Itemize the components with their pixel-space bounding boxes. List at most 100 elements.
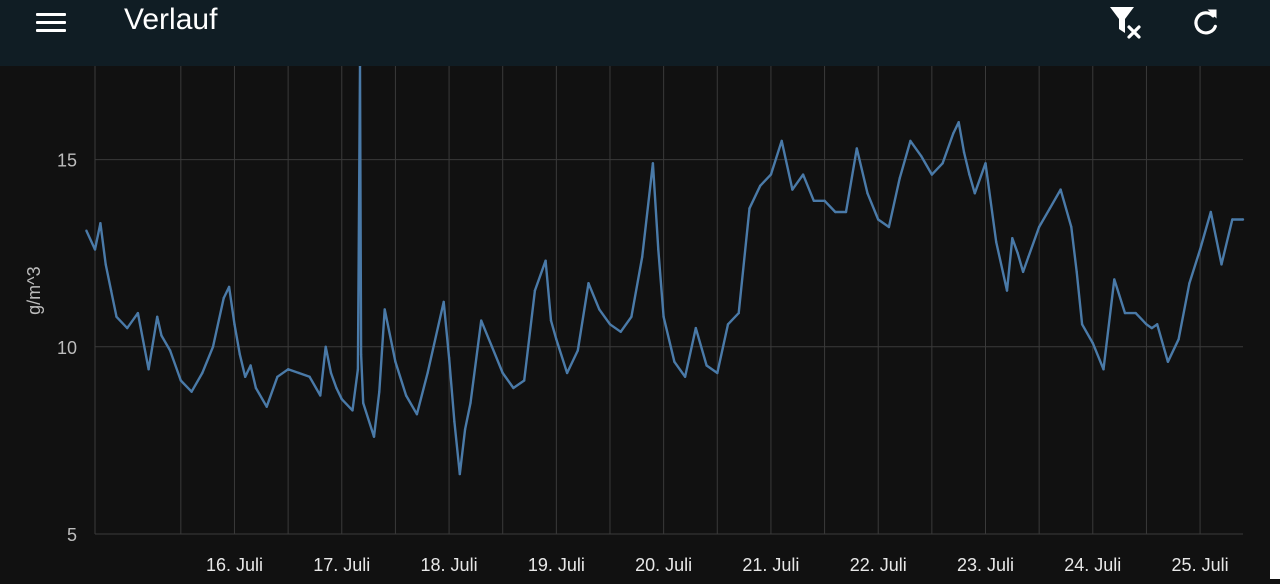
- data-point: [362, 401, 365, 405]
- data-point: [329, 371, 333, 375]
- data-point: [1113, 278, 1116, 281]
- data-point: [415, 413, 419, 416]
- data-point: [812, 199, 815, 202]
- data-point: [480, 319, 483, 322]
- data-point: [356, 368, 360, 371]
- data-point: [233, 323, 236, 326]
- menu-icon[interactable]: [36, 10, 66, 38]
- data-point: [855, 147, 858, 150]
- data-point: [1027, 255, 1030, 259]
- data-point: [447, 356, 451, 360]
- data-point: [1166, 360, 1170, 363]
- data-point: [683, 375, 687, 378]
- data-point: [359, 353, 363, 356]
- data-point: [1016, 252, 1019, 255]
- data-point: [463, 428, 467, 431]
- menu-line: [36, 21, 66, 24]
- data-point: [523, 379, 526, 382]
- app-bar: Verlauf: [0, 0, 1270, 66]
- data-point: [1005, 289, 1009, 292]
- data-point: [383, 308, 386, 311]
- data-point: [249, 364, 252, 367]
- x-tick-label: 25. Juli: [1172, 555, 1229, 575]
- filter-remove-icon[interactable]: [1106, 3, 1146, 43]
- menu-line: [36, 29, 66, 32]
- data-point: [1220, 263, 1223, 266]
- data-point: [630, 315, 633, 318]
- x-tick-label: 20. Juli: [635, 555, 692, 575]
- data-point: [1134, 311, 1137, 315]
- data-point: [598, 308, 601, 311]
- data-point: [823, 199, 826, 202]
- data-point: [109, 289, 113, 292]
- data-point: [211, 345, 215, 348]
- data-point: [877, 218, 880, 221]
- data-point: [587, 282, 590, 285]
- data-point: [576, 349, 579, 352]
- data-point: [160, 334, 163, 337]
- refresh-icon[interactable]: [1186, 3, 1226, 43]
- data-point: [512, 386, 515, 390]
- data-series-line: [85, 64, 1243, 476]
- data-point: [1091, 341, 1095, 345]
- data-point: [93, 248, 97, 251]
- data-point: [136, 311, 140, 315]
- data-point: [201, 371, 204, 375]
- data-point: [453, 420, 456, 423]
- data-point: [1011, 237, 1014, 240]
- x-tick-label: 18. Juli: [421, 555, 478, 575]
- data-point: [426, 371, 429, 375]
- data-point: [748, 207, 751, 210]
- data-point: [1198, 248, 1202, 251]
- data-point: [898, 177, 901, 180]
- y-axis-label: g/m^3: [24, 266, 44, 314]
- data-point: [147, 368, 150, 371]
- data-point: [1156, 323, 1159, 326]
- data-point: [957, 121, 960, 124]
- data-point: [1075, 270, 1078, 274]
- x-tick-label: 17. Juli: [313, 555, 370, 575]
- data-point: [544, 259, 547, 262]
- y-tick-label: 5: [67, 525, 77, 545]
- data-point: [190, 390, 193, 393]
- data-point: [335, 386, 338, 390]
- data-point: [533, 289, 537, 292]
- x-tick-label: 23. Juli: [957, 555, 1014, 575]
- data-point: [319, 394, 322, 397]
- data-point: [126, 326, 129, 330]
- data-point: [1231, 218, 1234, 221]
- data-point: [469, 401, 472, 405]
- data-point: [286, 368, 290, 371]
- data-point: [716, 371, 719, 375]
- data-point: [705, 364, 708, 367]
- menu-line: [36, 13, 66, 16]
- data-point: [962, 150, 966, 154]
- data-point: [99, 222, 102, 225]
- data-point: [104, 263, 107, 266]
- data-point: [759, 184, 762, 187]
- data-point: [919, 154, 923, 158]
- data-point: [968, 173, 971, 176]
- data-point: [834, 210, 837, 214]
- data-point: [297, 371, 301, 375]
- data-point: [227, 285, 231, 289]
- data-point: [244, 375, 247, 378]
- data-point: [1021, 270, 1025, 274]
- data-point: [1188, 282, 1191, 285]
- data-point: [995, 240, 998, 244]
- data-point: [372, 435, 376, 438]
- data-point: [1241, 218, 1245, 221]
- data-point: [769, 173, 773, 176]
- data-point: [673, 360, 676, 363]
- data-point: [394, 360, 397, 363]
- data-point: [340, 398, 343, 401]
- data-point: [254, 386, 258, 390]
- history-chart[interactable]: 5 10 15 16. Juli 17. Juli 18. Juli 19. Juli 20.…: [0, 64, 1270, 579]
- data-point: [619, 330, 622, 333]
- data-point: [324, 345, 327, 348]
- data-point: [694, 326, 697, 330]
- data-point: [866, 192, 869, 195]
- data-point: [1209, 210, 1213, 214]
- data-point: [156, 315, 159, 318]
- y-tick-label: 15: [57, 151, 77, 171]
